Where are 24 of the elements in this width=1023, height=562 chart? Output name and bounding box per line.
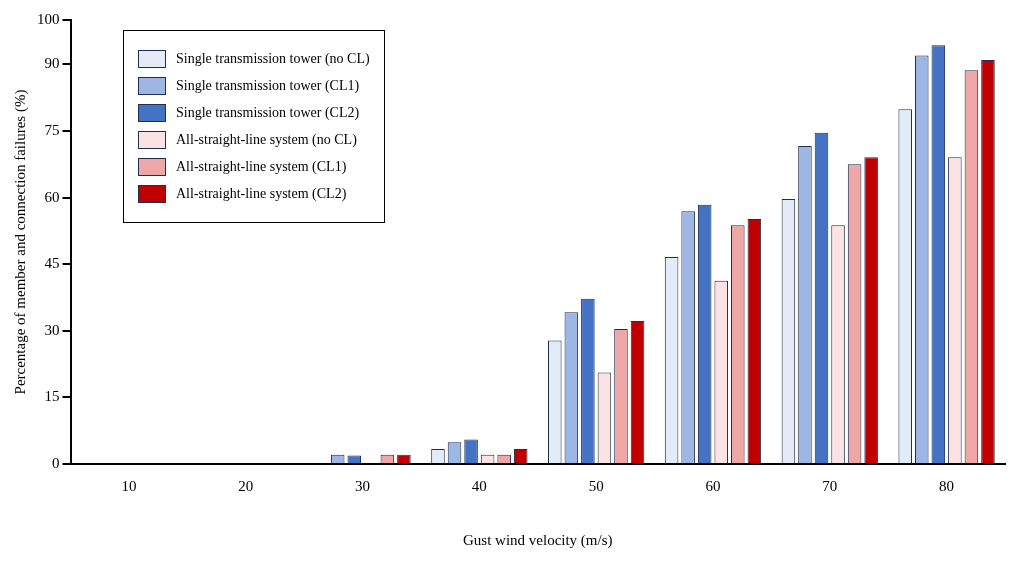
y-tick-label: 45	[44, 255, 60, 272]
x-tick-label: 60	[705, 477, 721, 494]
y-tick-label: 30	[44, 321, 60, 338]
legend-label: Single transmission tower (CL2)	[176, 105, 360, 121]
x-tick-label: 80	[939, 477, 955, 494]
x-tick-label: 50	[588, 477, 604, 494]
y-tick-label: 0	[52, 454, 60, 471]
y-tick-label: 15	[44, 388, 60, 405]
y-tick-label: 60	[44, 188, 60, 205]
y-axis-title: Percentage of member and connection failures (%)	[11, 89, 29, 395]
y-tick-label: 100	[37, 10, 60, 27]
x-tick-label: 40	[471, 477, 487, 494]
x-axis-title: Gust wind velocity (m/s)	[462, 531, 613, 549]
y-tick-label: 90	[44, 55, 60, 72]
legend-label: All-straight-line system (CL2)	[176, 186, 347, 202]
x-tick-label: 30	[355, 477, 371, 494]
legend-label: Single transmission tower (no CL)	[176, 51, 370, 67]
x-tick-label: 20	[238, 477, 254, 494]
legend-label: All-straight-line system (no CL)	[176, 132, 357, 148]
y-tick-label: 75	[44, 121, 60, 138]
legend-label: All-straight-line system (CL1)	[176, 159, 347, 175]
x-tick-label: 10	[121, 477, 137, 494]
legend-label: Single transmission tower (CL1)	[176, 78, 360, 94]
x-tick-label: 70	[822, 477, 838, 494]
